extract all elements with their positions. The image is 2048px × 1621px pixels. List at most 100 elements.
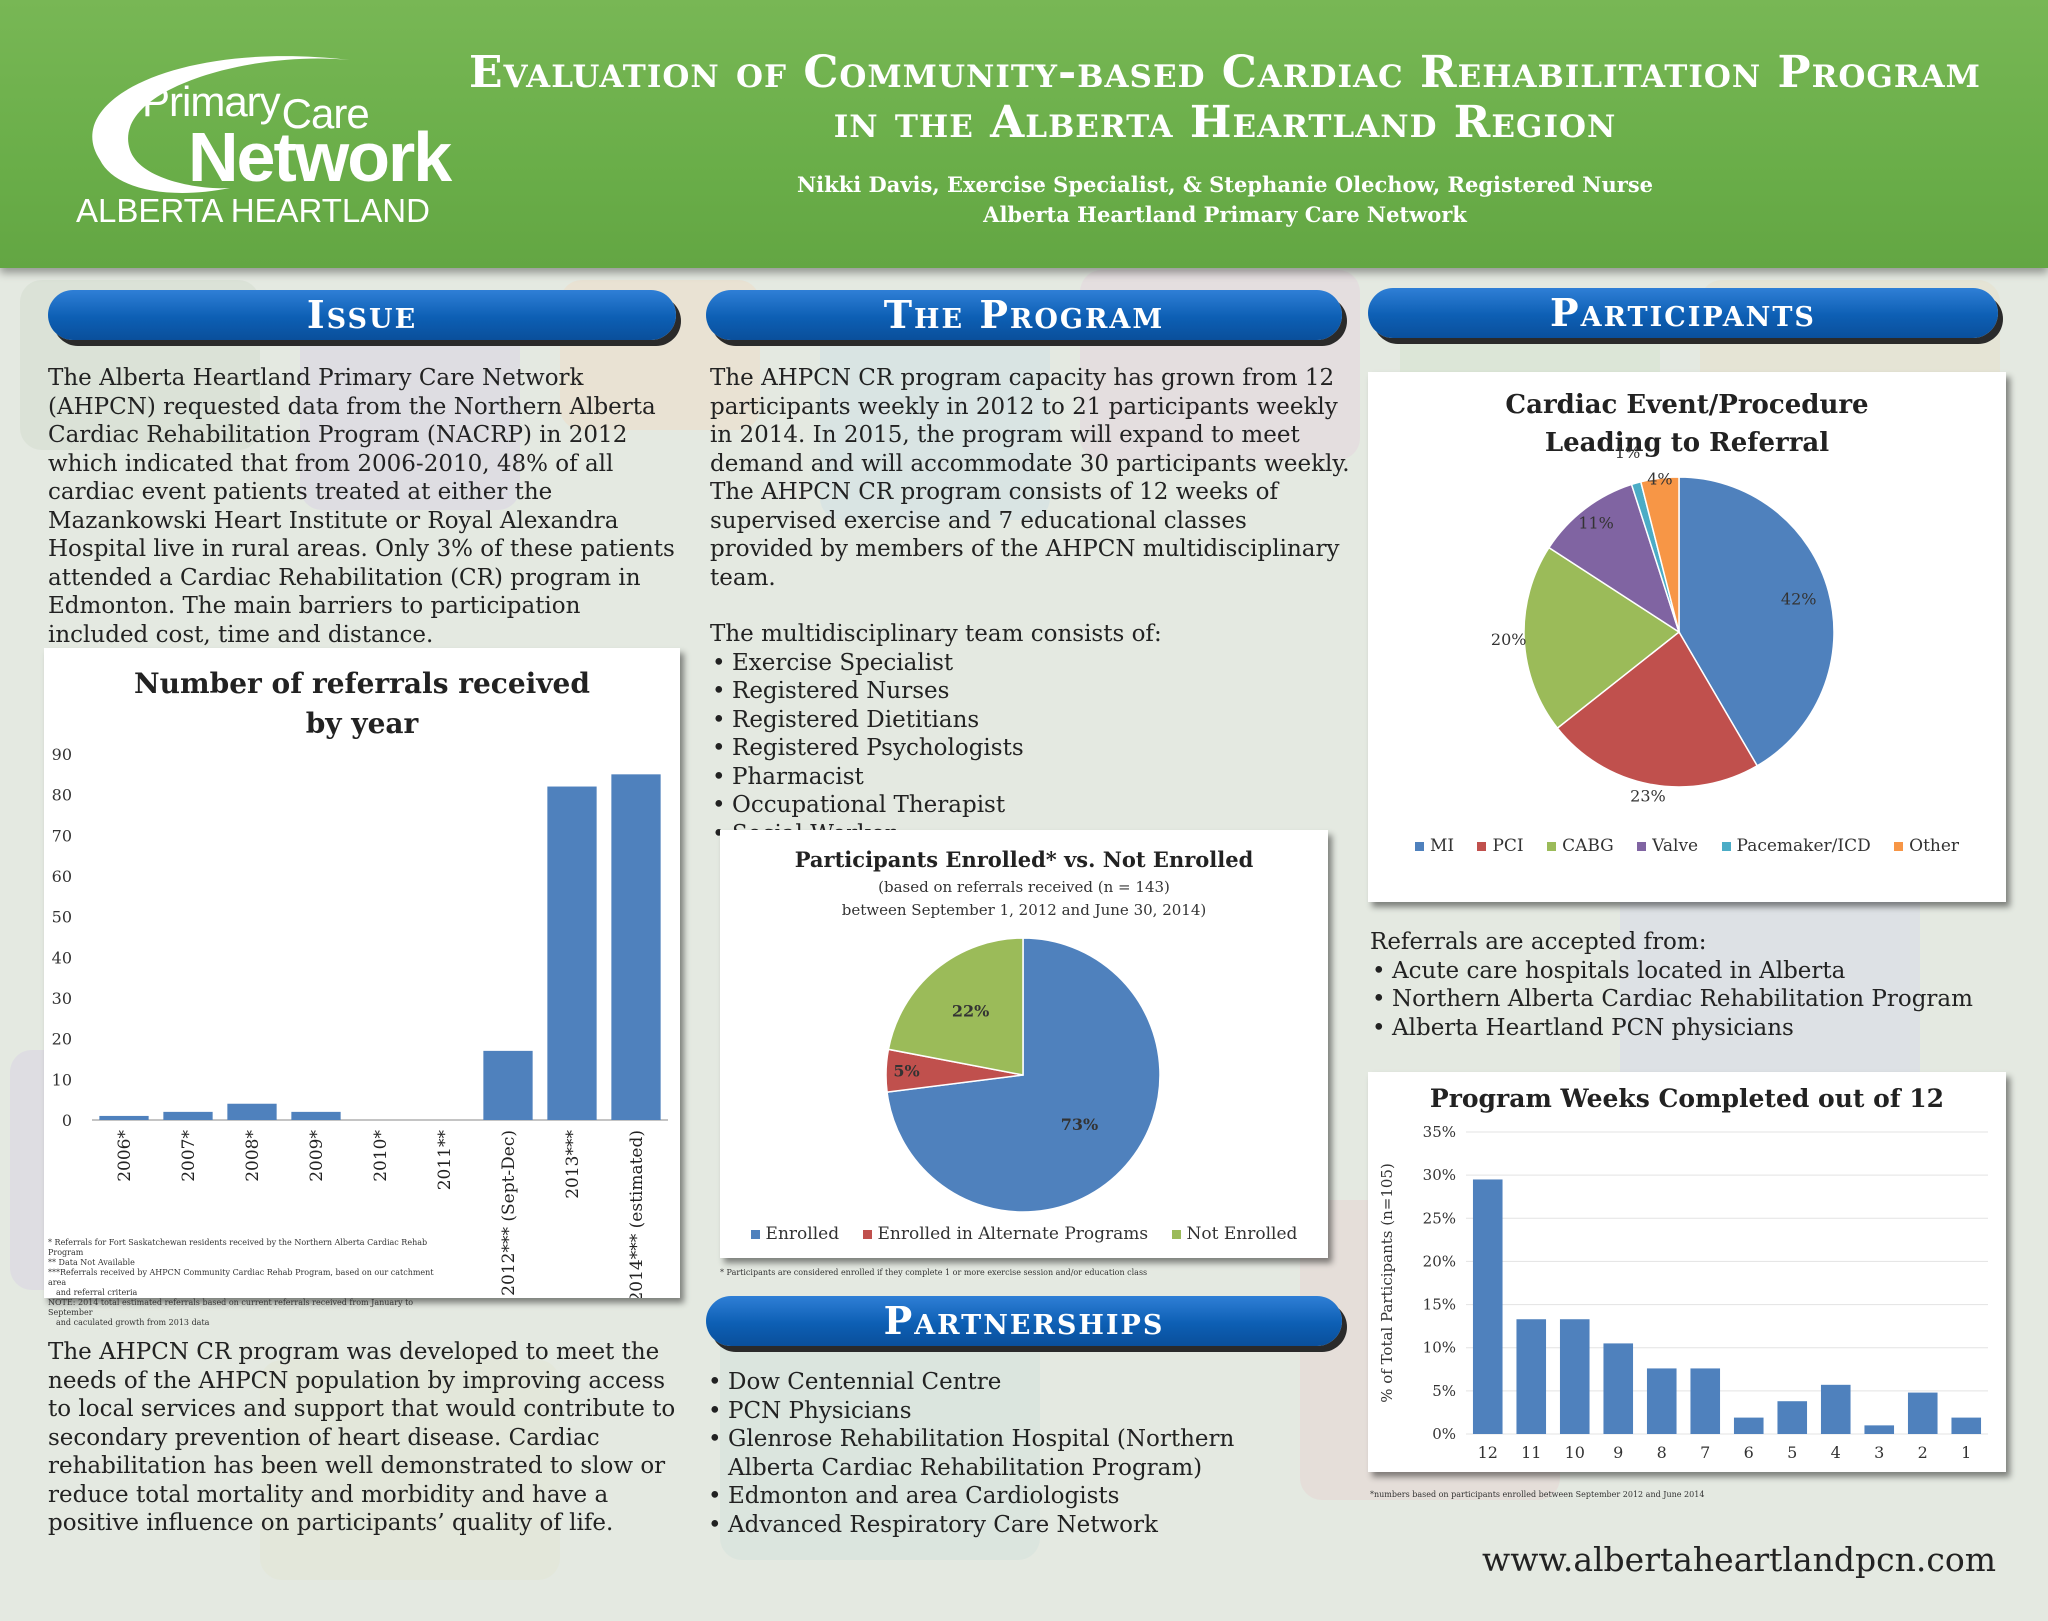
x-tick-label: 10 [1565,1443,1585,1462]
list-item: Registered Psychologists [710,734,1350,763]
authors: Nikki Davis, Exercise Specialist, & Step… [796,172,1654,197]
y-tick-label: 80 [52,786,72,805]
x-tick-label: 2011** [435,1130,455,1191]
enrollment-chart-panel: Participants Enrolled* vs. Not Enrolled … [720,830,1328,1258]
legend-label: Enrolled in Alternate Programs [877,1224,1149,1244]
legend-swatch [1414,842,1424,851]
bar [1516,1319,1547,1434]
organization: Alberta Heartland Primary Care Network [983,202,1467,227]
legend-item: Not Enrolled [1171,1224,1297,1244]
program-heading: The Program [706,290,1342,340]
bar [99,1115,149,1120]
footnote-4b: and caculated growth from 2013 data [56,1318,210,1327]
weeks-chart-panel: Program Weeks Completed out of 12 0% 5% 10… [1368,1072,2006,1472]
y-tick-label: 5% [1432,1382,1456,1400]
legend-item: Other [1894,836,1959,856]
pie-data-label: 22% [952,1002,989,1021]
x-tick-label: 11 [1521,1443,1541,1462]
pie-data-label: 4% [1647,470,1672,489]
bar [483,1050,533,1120]
x-tick-label: 9 [1613,1443,1623,1462]
issue-heading: Issue [48,290,676,340]
y-tick-label: 0 [62,1111,72,1130]
footnote-2: ** Data Not Available [48,1258,135,1267]
y-tick-label: 35% [1423,1123,1456,1141]
y-tick-label: 50 [52,908,72,927]
x-tick-label: 4 [1831,1443,1841,1462]
legend-swatch [1547,842,1557,851]
bar [163,1111,213,1120]
pie-data-label: 11% [1578,514,1614,533]
poster-title: Evaluation of Community-based Cardiac Re… [430,48,2020,148]
legend-swatch [750,1230,760,1239]
bar [1820,1384,1851,1434]
website-url[interactable]: www.albertaheartlandpcn.com [1482,1540,1996,1579]
legend-swatch [1637,842,1647,851]
y-tick-label: 90 [52,745,72,764]
enrollment-legend: Enrolled Enrolled in Alternate Programs … [720,1224,1328,1244]
x-tick-label: 6 [1744,1443,1754,1462]
team-list: Exercise Specialist Registered Nurses Re… [710,649,1350,849]
partnerships-list: Dow Centennial Centre PCN Physicians Gle… [706,1368,1326,1539]
weeks-chart-title: Program Weeks Completed out of 12 [1429,1084,1945,1113]
bar [1472,1179,1503,1434]
legend-swatch [862,1230,872,1239]
referrals-footnotes: * Referrals for Fort Saskatchewan reside… [48,1238,448,1328]
x-tick-label: 12 [1478,1443,1498,1462]
x-tick-label: 5 [1787,1443,1797,1462]
enrollment-chart-title: Participants Enrolled* vs. Not Enrolled [794,847,1254,872]
list-item: Exercise Specialist [710,649,1350,678]
pie-data-label: 20% [1491,630,1527,649]
pcn-logo: PrimaryCare Network ALBERTA HEARTLAND [60,40,480,240]
issue-paragraph-1: The Alberta Heartland Primary Care Netwo… [48,365,675,648]
legend-item: MI [1414,836,1455,856]
pie-slice [1678,476,1835,767]
x-tick-label: 2012*** (Sept-Dec) [499,1130,519,1296]
y-tick-label: 40 [52,948,72,967]
event-title-line2: Leading to Referral [1544,428,1830,458]
y-tick-label: 20 [52,1030,72,1049]
bar [1864,1425,1895,1434]
list-item: Pharmacist [710,763,1350,792]
legend-label: MI [1429,836,1455,856]
pie-data-label: 42% [1781,590,1817,609]
issue-paragraph-2: The AHPCN CR program was developed to me… [48,1339,676,1536]
bar [1690,1368,1721,1434]
event-title-line1: Cardiac Event/Procedure [1505,390,1869,420]
x-tick-label: 2007* [179,1130,199,1182]
legend-item: Enrolled in Alternate Programs [862,1224,1149,1244]
legend-item: CABG [1547,836,1614,856]
y-tick-label: 0% [1432,1425,1456,1443]
x-tick-label: 2014*** (estimated) [627,1130,647,1298]
bar [1951,1417,1982,1434]
x-tick-label: 2013*** [563,1130,583,1199]
weeks-footnote: *numbers based on participants enrolled … [1370,1490,1705,1499]
list-item: Dow Centennial Centre [706,1368,1326,1397]
legend-swatch [1721,842,1731,851]
bar [1559,1319,1590,1434]
legend-item: Pacemaker/ICD [1721,836,1871,856]
pie-slice [1639,476,1680,633]
list-item: Glenrose Rehabilitation Hospital (Northe… [706,1425,1326,1482]
list-item: Advanced Respiratory Care Network [706,1511,1326,1540]
x-tick-label: 3 [1874,1443,1884,1462]
referrals-chart-title: Number of referrals received by year [44,664,680,744]
x-tick-label: 2010* [371,1130,391,1182]
x-tick-label: 1 [1961,1443,1971,1462]
y-tick-label: 20% [1423,1252,1456,1270]
bar [547,786,597,1120]
legend-item: Valve [1637,836,1698,856]
y-tick-label: 25% [1423,1209,1456,1227]
pie-data-label: 23% [1630,786,1666,805]
pie-data-label: 5% [893,1061,919,1080]
bar [611,774,661,1120]
referrals-intro: Referrals are accepted from: [1370,929,1707,955]
pie-data-label: 1% [1615,443,1640,462]
team-intro: The multidisciplinary team consists of: [710,621,1162,647]
pie-slice [1556,630,1759,788]
weeks-bar-chart: 0% 5% 10% 15% 20% 25% 30% 35% % of Total Partici… [1378,1123,1988,1462]
legend-label: Valve [1652,836,1699,856]
enrollment-footnote: * Participants are considered enrolled i… [720,1268,1148,1277]
bar [227,1103,277,1120]
referrals-title-line1: Number of referrals received [134,667,590,700]
